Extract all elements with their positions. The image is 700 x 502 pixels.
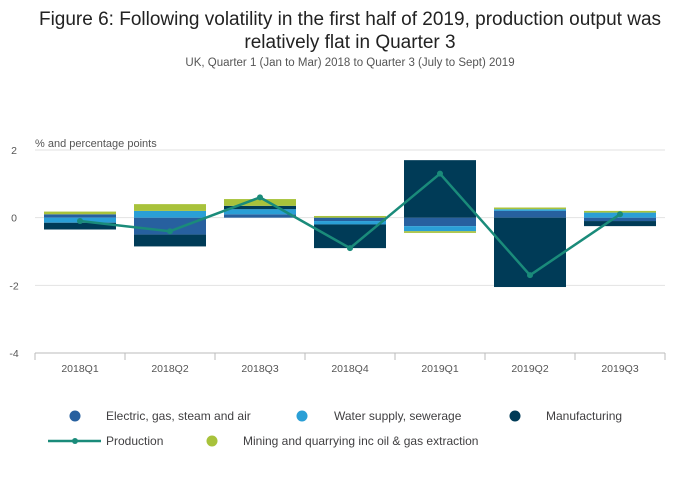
legend-swatch-mining <box>206 435 218 447</box>
bar-mining <box>44 211 116 215</box>
bar-mining <box>134 204 206 211</box>
bar-electric <box>584 217 656 222</box>
bar-manufacturing <box>404 160 476 218</box>
bar-electric <box>494 210 566 218</box>
bar-electric <box>44 214 116 218</box>
legend-label-electric: Electric, gas, steam and air <box>106 409 251 423</box>
bar-water <box>404 226 476 232</box>
y-axis-label: % and percentage points <box>35 138 157 150</box>
bar-water <box>314 221 386 225</box>
production-point <box>257 194 263 201</box>
legend-swatch-water <box>296 410 308 422</box>
grid-lines: 2 0 -2 -4 <box>9 145 665 360</box>
bar-water <box>494 209 566 211</box>
bar-electric <box>314 217 386 222</box>
x-tick-label: 2018Q4 <box>331 363 369 375</box>
legend-label-water: Water supply, sewerage <box>334 409 462 423</box>
legend-label-mining: Mining and quarrying inc oil & gas extra… <box>243 434 478 448</box>
bar-manufacturing <box>224 205 296 210</box>
legend-swatch-electric <box>69 410 81 422</box>
bar-water <box>134 210 206 218</box>
bar-mining <box>494 207 566 210</box>
production-point <box>167 228 173 235</box>
bar-electric <box>224 214 296 218</box>
x-tick-label: 2018Q2 <box>151 363 189 375</box>
bar-water <box>224 209 296 215</box>
legend-label-manufacturing: Manufacturing <box>546 409 622 423</box>
production-point <box>437 170 443 177</box>
x-axis: 2018Q1 2018Q2 2018Q3 2018Q4 2019Q1 2019Q2 2019… <box>34 352 666 375</box>
x-tick-label: 2019Q1 <box>421 363 459 375</box>
production-point <box>77 218 83 225</box>
chart-subtitle: UK, Quarter 1 (Jan to Mar) 2018 to Quart… <box>185 57 515 69</box>
bar-electric <box>404 217 476 227</box>
bar-mining <box>404 231 476 233</box>
x-tick-label: 2019Q3 <box>601 363 639 375</box>
x-tick-label: 2018Q3 <box>241 363 279 375</box>
bar-manufacturing <box>134 234 206 247</box>
production-point <box>527 272 533 279</box>
production-point <box>617 211 623 218</box>
y-tick-label: -2 <box>9 280 18 292</box>
bar-manufacturing <box>584 221 656 227</box>
legend-label-production: Production <box>106 434 163 448</box>
bar-mining <box>314 215 386 218</box>
x-tick-label: 2018Q1 <box>61 363 99 375</box>
bar-manufacturing <box>44 222 116 230</box>
y-tick-label: -4 <box>9 348 18 360</box>
y-tick-label: 2 <box>11 145 17 157</box>
production-line-group <box>77 170 623 279</box>
legend-swatch-manufacturing <box>509 410 521 422</box>
y-tick-label: 0 <box>11 213 17 225</box>
chart-title: Figure 6: Following volatility in the fi… <box>38 9 662 53</box>
production-point <box>347 245 353 252</box>
bars <box>44 160 656 288</box>
legend-swatch-marker <box>72 438 78 444</box>
x-tick-label: 2019Q2 <box>511 363 549 375</box>
bar-mining <box>224 199 296 206</box>
bar-manufacturing <box>314 224 386 249</box>
legend: Electric, gas, steam and air Water supply… <box>48 409 622 448</box>
